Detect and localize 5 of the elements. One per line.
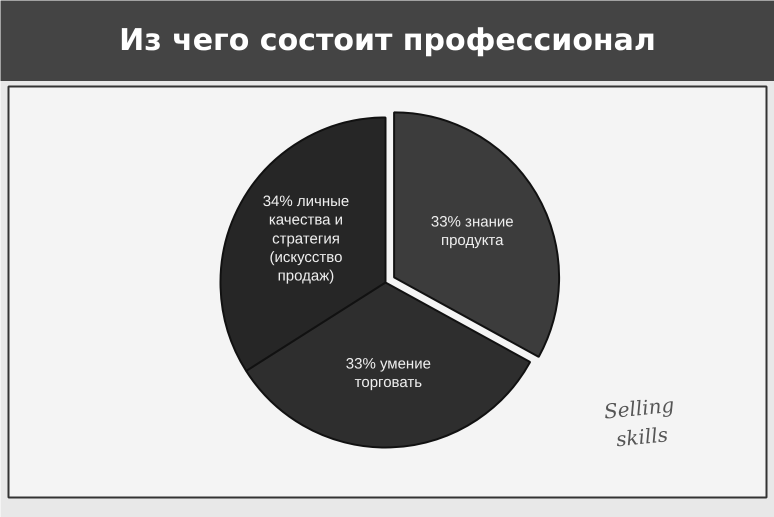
text: Selling skills: [602, 392, 676, 452]
slice-label: 34% личные качества и стратегия (искусство продаж): [262, 192, 350, 285]
slice-label: 33% знание продукта: [430, 213, 514, 250]
slice-label: 33% умение торговать: [346, 355, 431, 392]
chart-title: Из чего состоит профессионал: [119, 23, 656, 58]
